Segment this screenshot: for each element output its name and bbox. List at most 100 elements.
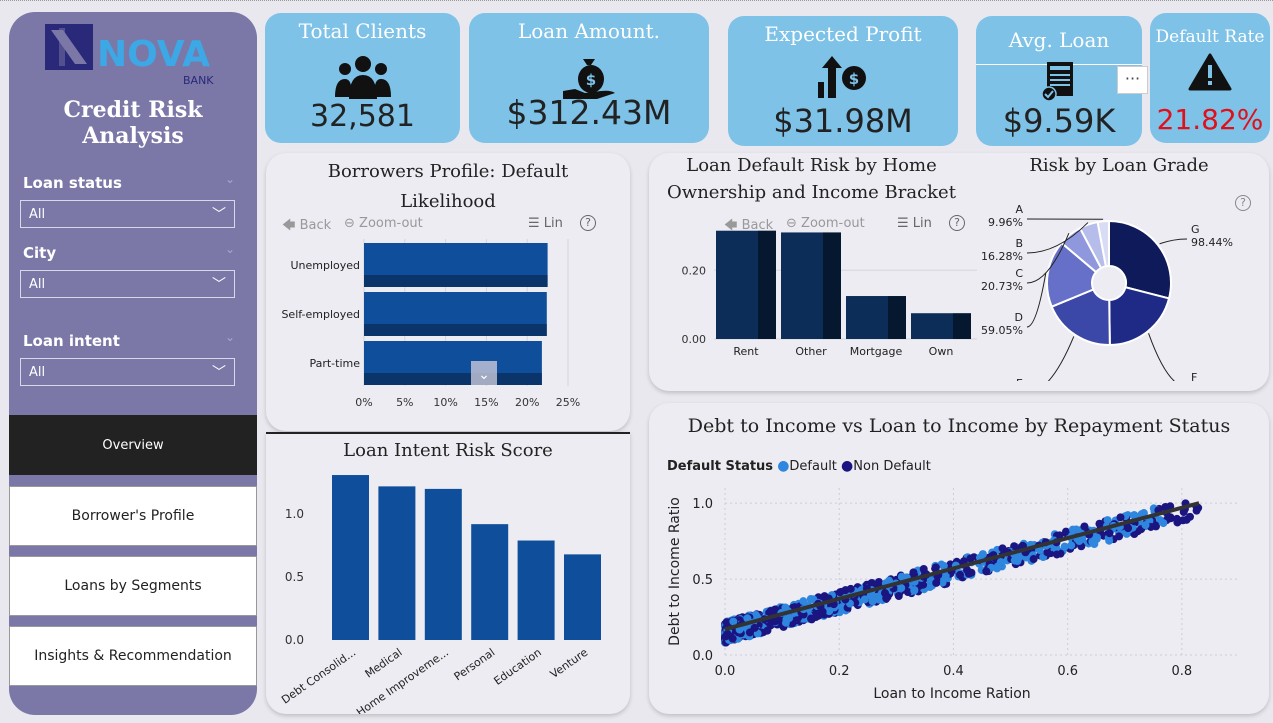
- x-tick-label: 0%: [355, 396, 372, 409]
- scatter-point: [806, 595, 815, 604]
- y-tick-label: 0.5: [692, 573, 713, 588]
- grade-chart-title: Risk by Loan Grade: [1029, 155, 1209, 176]
- back-label: Back: [299, 218, 332, 233]
- scatter-point: [811, 613, 820, 622]
- nav-insights-recommendation[interactable]: Insights & Recommendation: [9, 626, 257, 686]
- scatter-point: [966, 554, 975, 563]
- kpi-value: $9.59K: [1002, 102, 1116, 140]
- scatter-point: [1060, 542, 1069, 551]
- scatter-point: [825, 607, 834, 616]
- nav-overview[interactable]: Overview: [9, 415, 257, 475]
- scatter-panel: Debt to Income vs Loan to Income by Repa…: [649, 403, 1269, 714]
- filter-label-loan-status: Loan status: [23, 174, 122, 192]
- leader-line: [1026, 222, 1089, 254]
- help-icon[interactable]: ?: [1235, 195, 1251, 211]
- scatter-point: [792, 616, 801, 625]
- zoom-out-icon: ⊖: [786, 216, 797, 231]
- scroll-handle: [471, 361, 497, 385]
- lin-label: Lin: [912, 216, 932, 231]
- nova-bank-logo: NOVA BANK: [45, 24, 214, 87]
- legend-non-default: Non Default: [853, 459, 931, 474]
- x-tick-label: Rent: [733, 345, 759, 358]
- more-options-button[interactable]: ···: [1117, 66, 1148, 94]
- zoom-out-button[interactable]: ⊖ Zoom-out: [344, 216, 423, 231]
- x-tick-label: Education: [492, 646, 544, 688]
- x-tick-label: 0.0: [715, 664, 736, 679]
- chevron-down-icon[interactable]: ⌄: [224, 242, 235, 256]
- loan-status-value: All: [29, 207, 46, 222]
- scatter-point: [963, 565, 972, 574]
- bar-shade: [758, 230, 776, 339]
- scatter-point: [1093, 533, 1102, 542]
- chevron-down-icon[interactable]: ⌄: [224, 330, 235, 344]
- users-icon: [334, 56, 391, 99]
- leader-line: [1026, 232, 1070, 284]
- back-label: Back: [741, 218, 774, 233]
- kpi-value: 21.82%: [1156, 103, 1264, 136]
- scatter-point: [836, 588, 845, 597]
- scale-toggle[interactable]: ☰ Lin: [528, 216, 563, 231]
- trend-line: [724, 501, 1200, 632]
- nav-loans-by-segments[interactable]: Loans by Segments: [9, 556, 257, 616]
- back-button[interactable]: 🡄 Back: [282, 216, 331, 238]
- kpi-title: Total Clients: [298, 19, 427, 43]
- y-axis-label: Debt to Income Ratio: [667, 497, 683, 646]
- scatter-point: [1124, 524, 1133, 533]
- zoom-label: Zoom-out: [359, 216, 423, 231]
- nav-borrowers-profile[interactable]: Borrower's Profile: [9, 486, 257, 546]
- bar-shade: [888, 296, 906, 339]
- scatter-point: [860, 595, 869, 604]
- scatter-point: [1116, 513, 1125, 522]
- scatter-point: [1130, 511, 1139, 520]
- chevron-down-icon: ﹀: [212, 277, 226, 293]
- scatter-point: [743, 614, 752, 623]
- scatter-point: [868, 597, 877, 606]
- y-tick-label: 1.0: [692, 497, 713, 512]
- legend-title: Default Status: [667, 459, 774, 474]
- x-tick-label: Personal: [452, 646, 498, 683]
- slice-label: C: [1015, 267, 1023, 280]
- x-tick-label: 0.4: [943, 664, 964, 679]
- scatter-point: [1055, 531, 1064, 540]
- loan-status-select[interactable]: All ﹀: [20, 200, 235, 228]
- kpi-value: $312.43M: [506, 93, 672, 132]
- bar: [564, 554, 601, 640]
- bar-shade: [364, 373, 542, 385]
- zoom-label: Zoom-out: [801, 216, 865, 231]
- back-button[interactable]: 🡄 Back: [724, 216, 773, 238]
- chevron-down-icon[interactable]: ⌄: [224, 172, 235, 186]
- scatter-point: [1067, 541, 1076, 550]
- chart-title-line1: Borrowers Profile: Default: [327, 161, 569, 182]
- chevron-down-icon: ﹀: [212, 207, 226, 223]
- list-icon: ☰: [528, 216, 540, 231]
- bar-shade: [953, 313, 971, 339]
- home-grade-panel: Loan Default Risk by Home Ownership and …: [649, 153, 1269, 391]
- kpi-value: $31.98M: [773, 102, 913, 140]
- scatter-point: [882, 594, 891, 603]
- scatter-point: [729, 617, 738, 626]
- loan-intent-select[interactable]: All ﹀: [20, 358, 235, 386]
- scatter-point: [1141, 521, 1150, 530]
- scatter-point: [750, 623, 759, 632]
- y-tick-label: 0.0: [285, 633, 304, 647]
- help-icon[interactable]: ?: [580, 215, 596, 231]
- scatter-legend: Default Status ●Default ●Non Default: [667, 458, 931, 474]
- scatter-point: [998, 544, 1007, 553]
- x-tick-label: Medical: [363, 646, 405, 681]
- scatter-point: [1014, 553, 1023, 562]
- donut-slice: [1108, 286, 1171, 347]
- city-select[interactable]: All ﹀: [20, 270, 235, 298]
- legend-dot-default: ●: [777, 458, 790, 474]
- scatter-point: [1164, 512, 1173, 521]
- chart-title-line2: Ownership and Income Bracket: [667, 182, 956, 203]
- brand-sub: BANK: [183, 74, 214, 87]
- zoom-out-button[interactable]: ⊖ Zoom-out: [786, 216, 865, 231]
- top-border: [0, 0, 1273, 6]
- scatter-point: [982, 567, 991, 576]
- scatter-point: [993, 564, 1002, 573]
- scatter-point: [932, 578, 941, 587]
- scale-toggle[interactable]: ☰ Lin: [897, 216, 932, 231]
- x-tick-label: 15%: [474, 396, 498, 409]
- help-icon[interactable]: ?: [949, 215, 965, 231]
- slice-value-label: 9.96%: [988, 216, 1023, 229]
